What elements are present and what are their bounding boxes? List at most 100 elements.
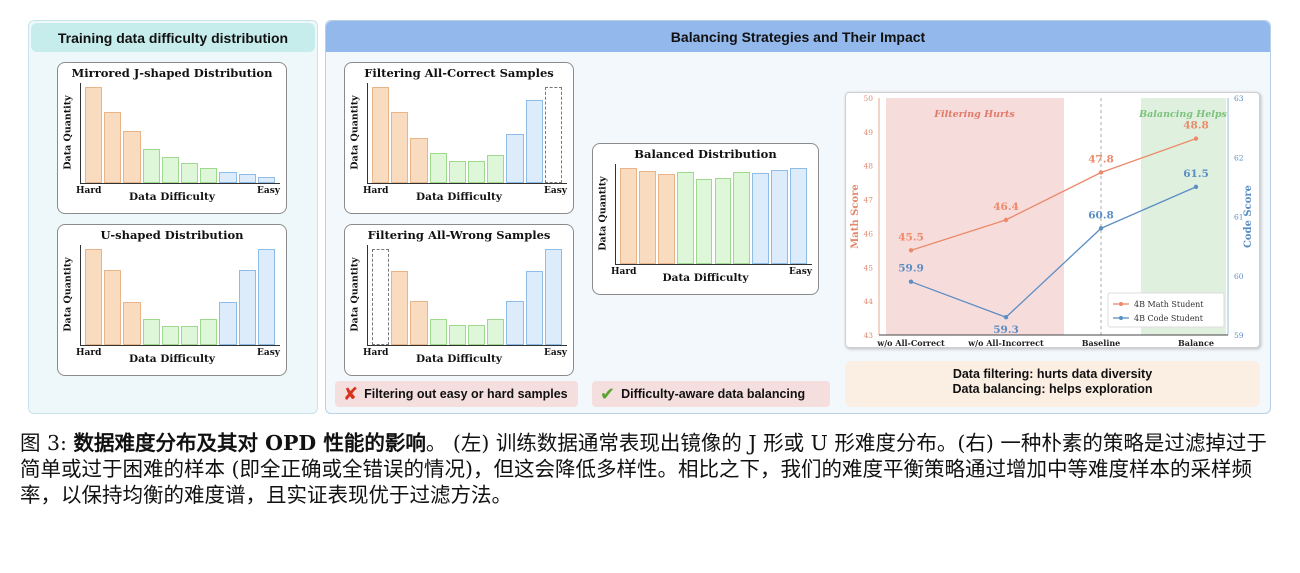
chart-title: Filtering All-Correct Samples: [364, 66, 554, 80]
x-tick-label: w/o All-Correct: [876, 338, 945, 347]
figure-caption: 图 3: 数据难度分布及其对 OPD 性能的影响。 (左) 训练数据通常表现出镜…: [20, 430, 1285, 508]
bar: [257, 177, 275, 183]
data-label: 47.8: [1088, 153, 1114, 165]
y-axis-label: Data Quantity: [597, 176, 609, 251]
bar: [714, 177, 732, 264]
x-axis: [615, 264, 812, 265]
y-tick-right: 60: [1234, 272, 1244, 281]
x-axis: [80, 345, 280, 346]
balancing-tag-label: Difficulty-aware data balancing: [621, 387, 806, 401]
data-label: 45.5: [898, 231, 924, 243]
x-axis: [367, 345, 567, 346]
y-axis: [367, 245, 368, 345]
data-point: [1098, 170, 1104, 175]
bar: [544, 249, 562, 345]
region-label-filtering-hurts: Filtering Hurts: [933, 109, 1015, 120]
y-axis-label: Data Quantity: [62, 95, 74, 170]
legend-label: 4B Code Student: [1134, 314, 1204, 323]
bar: [771, 170, 789, 264]
bar: [123, 302, 141, 345]
removed-bar: [372, 249, 390, 345]
bar: [161, 325, 179, 345]
bar: [123, 131, 141, 183]
y-axis: [80, 83, 81, 183]
bar: [238, 270, 256, 345]
removed-bar: [544, 87, 562, 183]
chart-card-filter-correct: Filtering All-Correct Samples Data Quant…: [344, 62, 574, 214]
bar: [85, 87, 103, 183]
y-tick-left: 43: [863, 331, 873, 340]
y-axis-label: Data Quantity: [62, 257, 74, 332]
bar: [506, 301, 524, 345]
y-axis-label-right: Code Score: [1243, 185, 1254, 248]
y-axis: [80, 245, 81, 345]
x-tick-hard: Hard: [363, 348, 389, 358]
data-label: 59.9: [898, 263, 924, 275]
bar: [429, 318, 447, 345]
x-axis-label: Data Difficulty: [416, 191, 502, 203]
left-panel-title: Training data difficulty distribution: [31, 23, 315, 52]
y-tick-left: 45: [863, 263, 873, 272]
summary-box: Data filtering: hurts data diversity Dat…: [845, 361, 1260, 407]
bar: [410, 301, 428, 345]
filtering-tag-label: Filtering out easy or hard samples: [364, 387, 568, 401]
y-axis: [367, 83, 368, 183]
x-tick-easy: Easy: [257, 348, 280, 358]
caption-label: 图 3:: [20, 431, 67, 455]
bar: [219, 302, 237, 345]
bar: [372, 87, 390, 183]
x-tick-easy: Easy: [544, 186, 567, 196]
bar: [733, 172, 751, 264]
bar: [448, 325, 466, 345]
caption-title: 数据难度分布及其对 OPD 性能的影响: [73, 431, 426, 455]
summary-line-2: Data balancing: helps exploration: [952, 382, 1153, 396]
x-tick-easy: Easy: [257, 186, 280, 196]
y-tick-left: 44: [863, 297, 873, 306]
chart-card-balanced: Balanced Distribution Data Quantity Hard E…: [592, 143, 819, 295]
data-label: 48.8: [1183, 120, 1209, 132]
x-tick-hard: Hard: [76, 348, 102, 358]
y-tick-right: 61: [1234, 213, 1244, 222]
bar: [468, 325, 486, 345]
chart-card-u-shaped: U-shaped Distribution Data Quantity Hard E…: [57, 224, 287, 376]
x-axis-label: Data Difficulty: [129, 191, 215, 203]
data-point: [1003, 217, 1009, 223]
bar: [161, 157, 179, 183]
balancing-tag: ✔ Difficulty-aware data balancing: [592, 381, 830, 407]
bar: [429, 152, 447, 183]
checkmark-icon: ✔: [600, 383, 616, 404]
bar: [695, 178, 713, 264]
series-line: [910, 186, 1197, 318]
y-axis: [615, 164, 616, 264]
chart-title: Balanced Distribution: [634, 147, 777, 161]
bar: [200, 319, 218, 345]
x-tick-label: w/o All-Incorrect: [967, 338, 1044, 347]
data-label: 59.3: [993, 324, 1019, 336]
legend-marker: [1119, 316, 1123, 320]
bar: [104, 111, 122, 183]
bar: [676, 172, 694, 264]
bar: [487, 154, 505, 183]
chart-title: U-shaped Distribution: [100, 228, 244, 242]
y-tick-left: 47: [863, 196, 873, 205]
data-point: [1003, 315, 1009, 320]
series-line: [910, 138, 1197, 251]
y-axis-label-left: Math Score: [850, 184, 861, 249]
bar: [391, 270, 409, 345]
data-point: [1193, 184, 1199, 190]
y-tick-right: 59: [1234, 331, 1244, 340]
bar: [181, 162, 199, 183]
x-axis: [367, 183, 567, 184]
y-tick-right: 63: [1234, 94, 1244, 103]
data-label: 46.4: [993, 201, 1019, 213]
data-point: [908, 248, 914, 253]
x-axis-label: Data Difficulty: [416, 353, 502, 365]
legend-box: [1107, 292, 1225, 328]
y-tick-left: 48: [863, 162, 873, 171]
y-tick-left: 49: [863, 128, 873, 137]
data-point: [908, 279, 914, 284]
y-tick-left: 50: [863, 94, 873, 103]
x-tick-label: Baseline: [1082, 338, 1121, 347]
y-tick-right: 62: [1234, 153, 1244, 162]
x-axis-label: Data Difficulty: [129, 353, 215, 365]
